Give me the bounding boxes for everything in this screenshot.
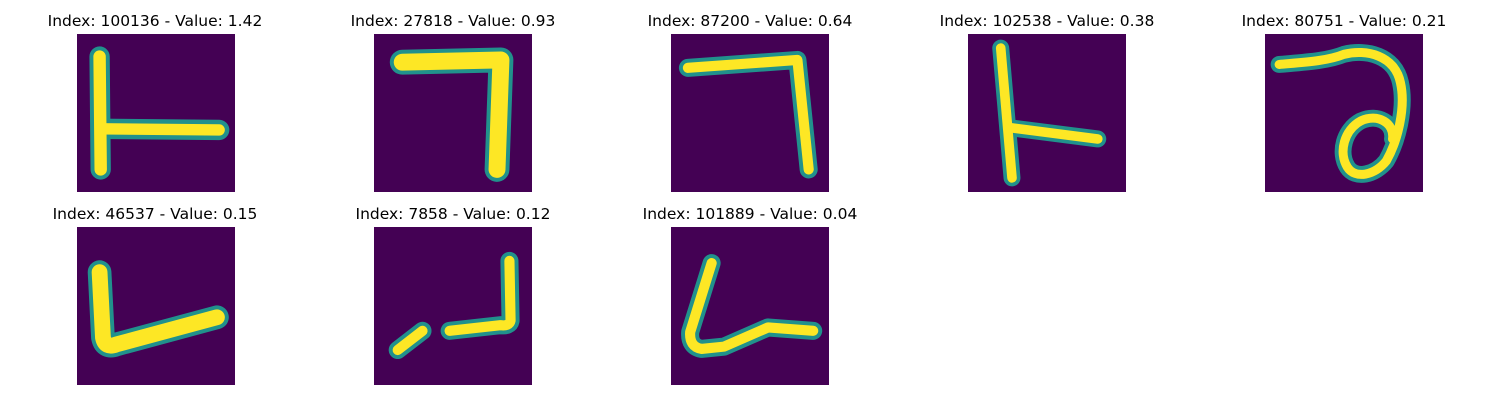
panel-title-8: Index: 101889 - Value: 0.04 (642, 205, 858, 223)
panel-title-6: Index: 46537 - Value: 0.15 (52, 205, 258, 223)
panel-title-2: Index: 27818 - Value: 0.93 (350, 12, 556, 30)
panel-image-3 (671, 34, 829, 192)
panel-title-3: Index: 87200 - Value: 0.64 (647, 12, 853, 30)
panel-title-1: Index: 100136 - Value: 1.42 (47, 12, 263, 30)
glyph-hook-corner-icon (374, 34, 532, 192)
panel-title-4: Index: 102538 - Value: 0.38 (939, 12, 1155, 30)
panel-image-4 (968, 34, 1126, 192)
panel-title-5: Index: 80751 - Value: 0.21 (1241, 12, 1447, 30)
glyph-broken-l-icon (374, 227, 532, 385)
panel-image-8 (671, 227, 829, 385)
panel-image-1 (77, 34, 235, 192)
panel-title-7: Index: 7858 - Value: 0.12 (355, 205, 551, 223)
panel-image-7 (374, 227, 532, 385)
panel-image-5 (1265, 34, 1423, 192)
glyph-tee-right-icon (77, 34, 235, 192)
glyph-l-slanted-icon (671, 227, 829, 385)
panel-image-2 (374, 34, 532, 192)
panel-image-6 (77, 227, 235, 385)
glyph-hook-corner-thin-icon (671, 34, 829, 192)
glyph-tee-right-thin-icon (968, 34, 1126, 192)
glyph-l-shape-icon (77, 227, 235, 385)
glyph-loop-curve-icon (1265, 34, 1423, 192)
